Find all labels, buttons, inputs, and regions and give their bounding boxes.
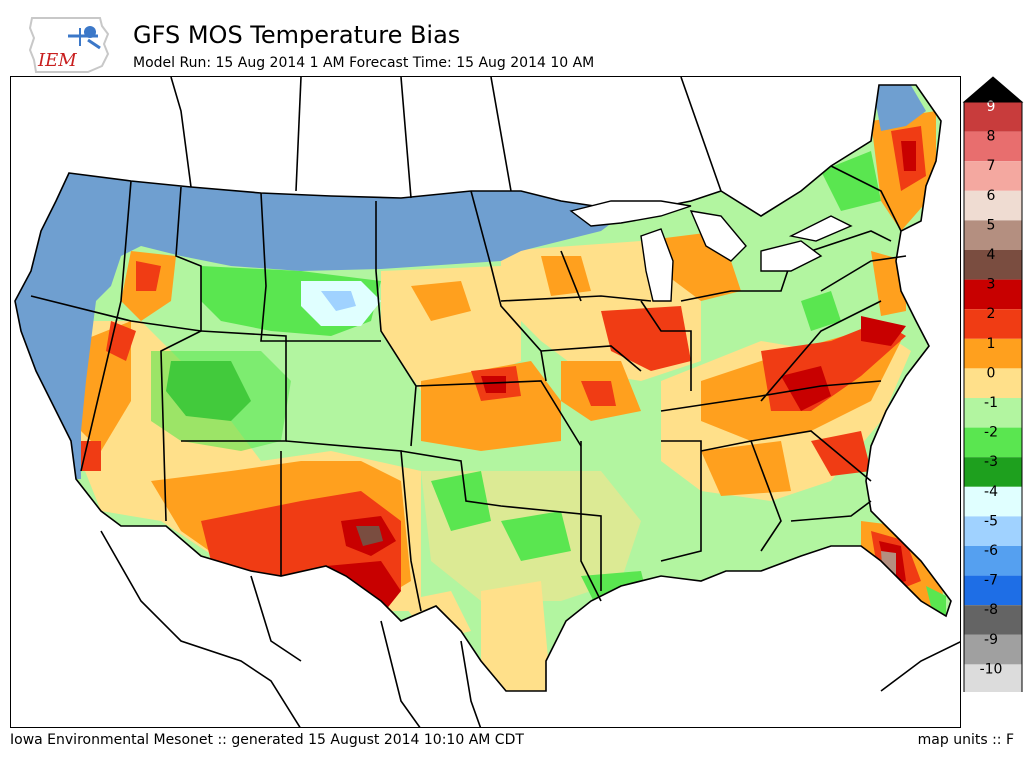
colorbar-label: -8: [984, 602, 998, 618]
colorbar-label: -10: [980, 661, 1003, 677]
colorbar-legend: 9 8 7 6 5 4 3 2 1 0 -1 -2 -3 -4 -5 -6 -7 -8 -9 -10: [962, 76, 1024, 719]
colorbar-swatch: [964, 368, 1022, 398]
colorbar-label: 7: [987, 158, 996, 174]
colorbar-label: 5: [987, 217, 996, 233]
colorbar-swatch: [964, 250, 1022, 280]
colorbar-label: -9: [984, 632, 998, 648]
page-subtitle: Model Run: 15 Aug 2014 1 AM Forecast Tim…: [133, 55, 595, 71]
colorbar-label: -2: [984, 425, 998, 441]
colorbar-label: 3: [987, 277, 996, 293]
boundaries: [14, 77, 960, 727]
colorbar-swatch: [964, 102, 1022, 132]
great-lakes: [569, 200, 853, 302]
colorbar-swatch: [964, 279, 1022, 310]
colorbar-label: 0: [987, 365, 996, 381]
colorbar-swatch: [964, 131, 1022, 162]
colorbar-swatch: [964, 575, 1022, 606]
colorbar-swatch: [964, 546, 1022, 576]
footer-credit: Iowa Environmental Mesonet :: generated …: [10, 732, 524, 748]
colorbar-swatch: [964, 457, 1022, 487]
colorbar-swatch: [964, 338, 1022, 369]
colorbar-label: -3: [984, 454, 998, 470]
colorbar-swatch: [964, 398, 1022, 428]
iem-logo: IEM: [28, 14, 114, 76]
bias-field: [15, 85, 951, 691]
colorbar-label: 2: [987, 306, 996, 322]
colorbar-label: -6: [984, 543, 998, 559]
colorbar-label: -1: [984, 395, 998, 411]
colorbar-swatch: [964, 220, 1022, 250]
colorbar-label: 4: [987, 247, 996, 263]
colorbar-label: -4: [984, 484, 998, 500]
temperature-bias-map: [10, 76, 961, 728]
colorbar-label: 1: [987, 336, 996, 352]
colorbar-swatch: [964, 161, 1022, 191]
colorbar-label: -5: [984, 513, 998, 529]
colorbar-swatch: [964, 664, 1022, 694]
colorbar-swatch: [964, 486, 1022, 517]
iem-logo-text: IEM: [37, 50, 77, 71]
colorbar-swatch: [964, 516, 1022, 546]
colorbar-label: -7: [984, 573, 998, 589]
colorbar-label: 9: [987, 99, 996, 115]
colorbar-swatch: [964, 634, 1022, 665]
colorbar-label: 8: [987, 129, 996, 145]
colorbar-swatch: [964, 190, 1022, 221]
footer-units: map units :: F: [917, 732, 1014, 748]
page-title: GFS MOS Temperature Bias: [133, 21, 461, 49]
colorbar-swatch: [964, 309, 1022, 339]
colorbar-swatch: [964, 427, 1022, 458]
colorbar-label: 6: [987, 188, 996, 204]
colorbar-swatch: [964, 605, 1022, 635]
